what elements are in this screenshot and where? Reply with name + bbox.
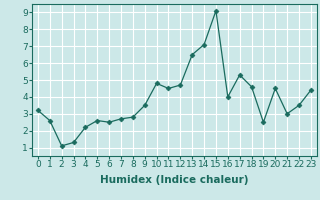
- X-axis label: Humidex (Indice chaleur): Humidex (Indice chaleur): [100, 175, 249, 185]
